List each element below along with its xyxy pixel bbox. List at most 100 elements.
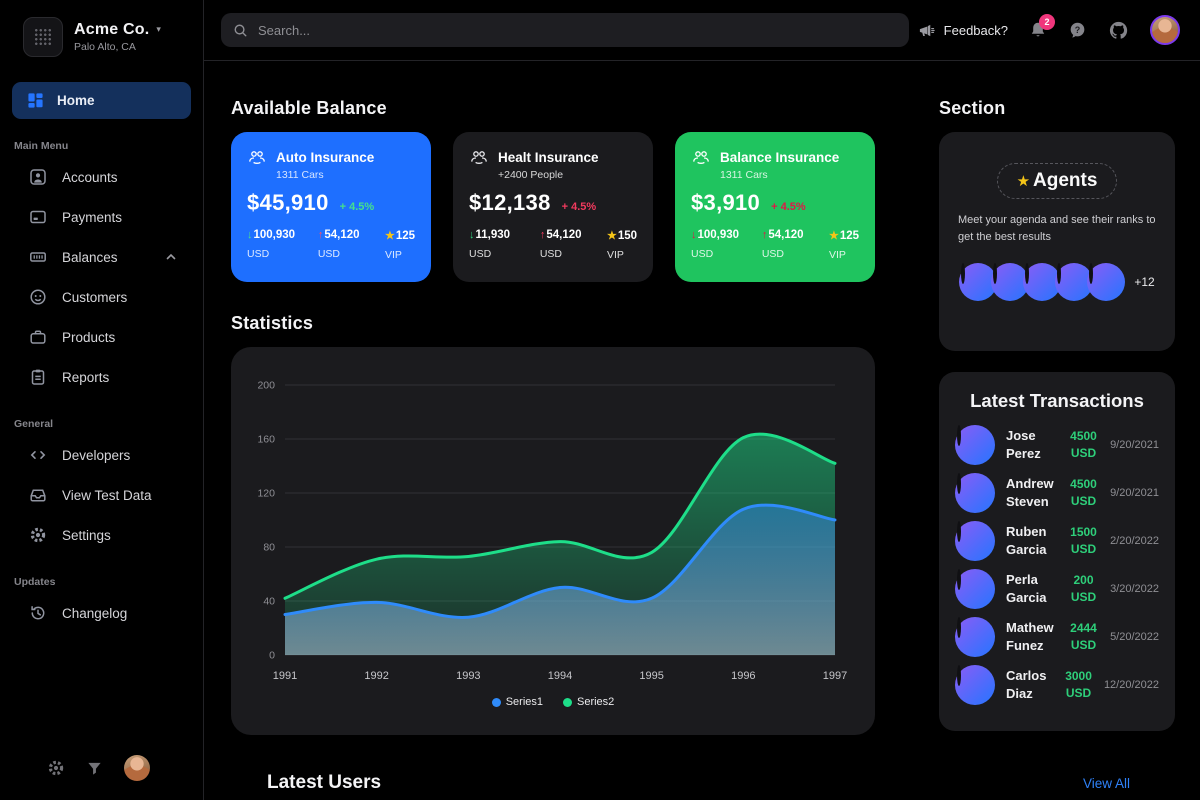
github-button[interactable] xyxy=(1108,20,1129,41)
sidebar-item-products[interactable]: Products xyxy=(0,317,203,357)
agents-description: Meet your agenda and see their ranks to … xyxy=(958,214,1156,244)
agent-avatar[interactable] xyxy=(1087,263,1126,302)
legend-item[interactable]: Series2 xyxy=(563,696,614,708)
card-stat: ↓ 11,930 USD xyxy=(469,229,540,261)
transaction-amount: 1500 xyxy=(1070,524,1097,539)
feedback-button[interactable]: Feedback? xyxy=(918,22,1008,39)
arrow-up-icon: ↑ xyxy=(539,229,546,241)
card-title: Healt Insurance xyxy=(498,149,599,165)
sidebar-item-settings[interactable]: Settings xyxy=(0,515,203,555)
sidebar-section-main-menu: Main Menu xyxy=(14,140,69,152)
sidebar-user-avatar[interactable] xyxy=(124,755,150,781)
brand-logo xyxy=(23,17,63,57)
card-stat: ↓ 100,930 USD xyxy=(691,229,762,261)
sidebar-item-home[interactable]: Home xyxy=(12,82,191,119)
settings-gear-button[interactable] xyxy=(47,759,65,777)
chevron-up-icon[interactable] xyxy=(165,251,177,263)
transaction-avatar xyxy=(955,617,995,657)
transaction-avatar xyxy=(955,665,995,705)
sidebar-footer xyxy=(0,755,203,800)
transaction-last-name: Funez xyxy=(1006,638,1044,653)
workspace-switcher[interactable]: Acme Co. ▾ Palo Alto, CA xyxy=(0,0,203,69)
sidebar-item-payments[interactable]: Payments xyxy=(0,197,203,237)
sidebar-item-label: Home xyxy=(57,93,95,108)
arrow-down-icon: ↓ xyxy=(469,229,475,241)
sidebar-item-label: Accounts xyxy=(62,169,118,185)
legend-dot-icon xyxy=(563,697,572,707)
card-stat: ★ 125 VIP xyxy=(384,229,415,262)
transaction-currency: USD xyxy=(1070,494,1097,508)
brand-name: Acme Co. xyxy=(74,20,150,38)
transaction-row[interactable]: Jose Perez 4500 USD 9/20/2021 xyxy=(955,421,1159,469)
left-column: Available Balance Auto Insurance xyxy=(231,98,875,735)
svg-text:0: 0 xyxy=(269,650,275,662)
agent-avatar[interactable] xyxy=(959,263,998,302)
view-all-link[interactable]: View All xyxy=(1082,775,1130,791)
latest-users-header: Latest Users View All xyxy=(231,772,1176,794)
chart-legend: Series1 Series2 xyxy=(231,696,875,708)
sidebar-item-customers[interactable]: Customers xyxy=(0,277,203,317)
star-icon: ★ xyxy=(1016,173,1031,190)
search-input[interactable] xyxy=(258,22,897,38)
stat-unit: VIP xyxy=(828,249,846,261)
transaction-amount: 3000 xyxy=(1065,668,1092,683)
agents-badge[interactable]: ★ Agents xyxy=(996,163,1118,199)
stat-unit: VIP xyxy=(606,249,624,261)
legend-item[interactable]: Series1 xyxy=(491,696,543,708)
transaction-currency: USD xyxy=(1070,542,1097,556)
card-change: + 4.5% xyxy=(339,201,375,213)
sidebar-item-developers[interactable]: Developers xyxy=(0,435,203,475)
agents-more-count: +12 xyxy=(1134,275,1155,290)
stat-value: 54,120 xyxy=(546,229,582,241)
user-avatar[interactable] xyxy=(1150,15,1180,45)
stat-unit: VIP xyxy=(384,249,402,261)
stat-value: 54,120 xyxy=(324,229,360,241)
legend-label: Series2 xyxy=(577,696,615,708)
help-icon: ? xyxy=(1070,22,1085,38)
transaction-amount: 4500 xyxy=(1070,428,1097,443)
card-stat: ↑ 54,120 USD xyxy=(762,229,829,261)
balance-card-healt-insurance[interactable]: Healt Insurance +2400 People $12,138 + 4… xyxy=(453,132,653,282)
agent-avatar[interactable] xyxy=(1055,263,1094,302)
main-area: Feedback? 2 ? xyxy=(204,0,1200,800)
card-change: + 4.5% xyxy=(771,201,806,213)
transaction-row[interactable]: Perla Garcia 200 USD 3/20/2022 xyxy=(955,565,1159,613)
stat-value: 54,120 xyxy=(768,229,804,241)
arrow-down-icon: ↓ xyxy=(247,229,253,241)
agent-avatar[interactable] xyxy=(991,263,1030,302)
transaction-row[interactable]: Ruben Garcia 1500 USD 2/20/2022 xyxy=(955,517,1159,565)
help-button[interactable]: ? xyxy=(1068,21,1087,40)
sidebar-item-view-test-data[interactable]: View Test Data xyxy=(0,475,203,515)
sidebar-item-balances[interactable]: Balances xyxy=(0,237,203,277)
transaction-last-name: Garcia xyxy=(1006,590,1047,605)
svg-text:200: 200 xyxy=(257,380,275,392)
transaction-date: 9/20/2021 xyxy=(1110,487,1159,499)
statistics-title: Statistics xyxy=(231,313,314,333)
card-subtitle: 1311 Cars xyxy=(276,169,324,181)
transaction-avatar xyxy=(955,425,995,465)
notification-badge: 2 xyxy=(1039,14,1055,30)
transaction-row[interactable]: Mathew Funez 2444 USD 5/20/2022 xyxy=(955,613,1159,661)
notifications-button[interactable]: 2 xyxy=(1029,14,1055,39)
card-amount: $3,910 xyxy=(691,190,761,215)
topbar: Feedback? 2 ? xyxy=(204,0,1200,61)
card-change: + 4.5% xyxy=(561,201,597,213)
transaction-row[interactable]: Carlos Diaz 3000 USD 12/20/2022 xyxy=(955,661,1159,709)
tray-icon xyxy=(30,489,46,502)
filter-button[interactable] xyxy=(86,760,103,777)
balance-card-auto-insurance[interactable]: Auto Insurance 1311 Cars $45,910 + 4.5% … xyxy=(231,132,431,282)
sidebar-item-label: Settings xyxy=(62,527,111,543)
transaction-row[interactable]: Andrew Steven 4500 USD 9/20/2021 xyxy=(955,469,1159,517)
transaction-first-name: Carlos xyxy=(1006,667,1047,683)
svg-text:1997: 1997 xyxy=(823,670,847,682)
card-amount: $45,910 xyxy=(247,190,329,215)
sidebar-item-accounts[interactable]: Accounts xyxy=(0,157,203,197)
sidebar-item-changelog[interactable]: Changelog xyxy=(0,593,203,633)
sidebar-item-reports[interactable]: Reports xyxy=(0,357,203,397)
transaction-first-name: Ruben xyxy=(1006,523,1047,539)
agent-avatar[interactable] xyxy=(1023,263,1062,302)
megaphone-icon xyxy=(919,24,935,36)
balance-card-balance-insurance[interactable]: Balance Insurance 1311 Cars $3,910 + 4.5… xyxy=(675,132,875,282)
card-stat: ↑ 54,120 USD xyxy=(540,229,607,261)
search-bar[interactable] xyxy=(221,13,909,47)
